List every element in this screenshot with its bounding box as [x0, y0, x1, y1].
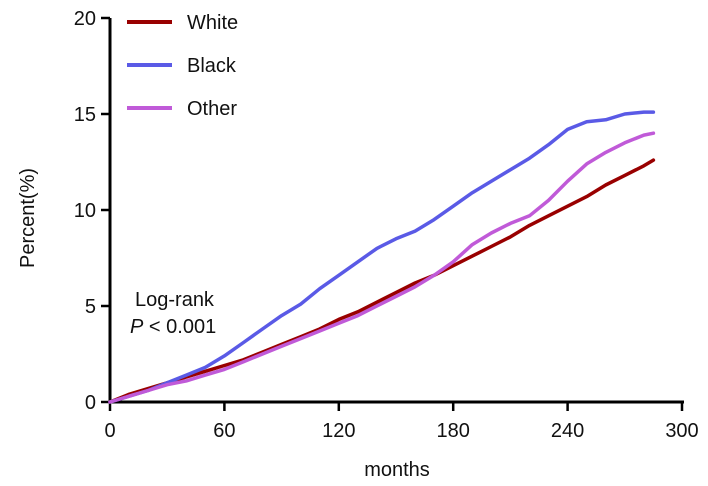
legend-label-black: Black	[187, 55, 237, 77]
annotation-p-symbol: P	[130, 316, 144, 338]
annotation-p-text: < 0.001	[143, 316, 216, 338]
series-line-black	[108, 110, 656, 404]
series-line-other	[108, 131, 656, 404]
legend: White Black Other	[127, 12, 238, 120]
y-tick-label: 10	[74, 200, 96, 222]
y-tick-label: 15	[74, 104, 96, 126]
y-tick-label: 5	[85, 296, 96, 318]
y-tick-label: 20	[74, 8, 96, 30]
annotation-test-name: Log-rank	[135, 289, 215, 311]
annotation-p-value: P < 0.001	[130, 316, 216, 338]
series-line-white	[108, 158, 656, 404]
series-lines	[108, 110, 656, 404]
y-tick-label: 0	[85, 392, 96, 414]
x-tick-label: 0	[104, 420, 115, 442]
ticks: 0 60 120 180 240 300 0 5 10 15 20	[74, 8, 699, 442]
annotation: Log-rank P < 0.001	[130, 289, 216, 338]
y-axis-label: Percent(%)	[17, 168, 39, 268]
x-tick-label: 60	[213, 420, 235, 442]
x-axis-label: months	[364, 459, 430, 481]
legend-label-other: Other	[187, 98, 237, 120]
x-tick-label: 180	[437, 420, 470, 442]
legend-label-white: White	[187, 12, 238, 34]
x-tick-label: 300	[665, 420, 698, 442]
x-tick-label: 120	[322, 420, 355, 442]
x-tick-label: 240	[551, 420, 584, 442]
